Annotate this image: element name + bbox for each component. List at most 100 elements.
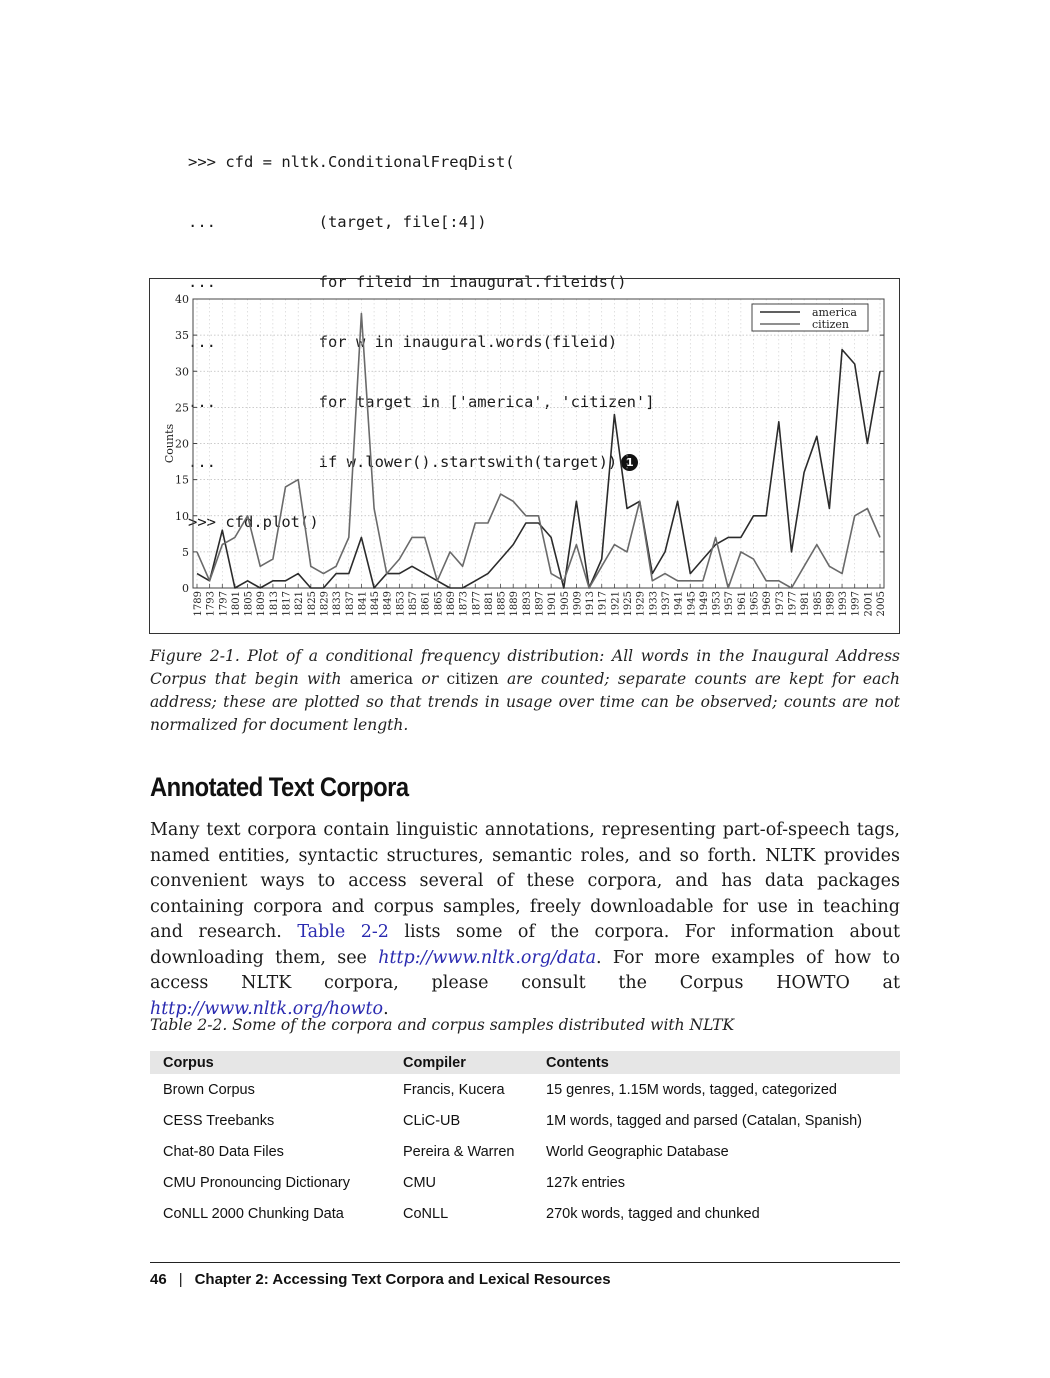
table-row: Chat-80 Data Files Pereira & Warren Worl…: [150, 1136, 900, 1167]
code-line: >>> cfd = nltk.ConditionalFreqDist(: [188, 153, 515, 171]
paragraph-text: lists some of the corpora. For informati…: [150, 922, 900, 968]
y-tick-label: 30: [175, 365, 189, 378]
x-tick-label: 1869: [446, 591, 457, 616]
x-tick-label: 1957: [724, 591, 735, 616]
x-tick-label: 2001: [863, 591, 874, 616]
cell-corpus: CESS Treebanks: [163, 1112, 275, 1129]
x-tick-label: 1801: [231, 591, 242, 616]
x-tick-label: 1817: [282, 591, 293, 616]
x-tick-label: 1805: [244, 591, 255, 616]
table-header-row: Corpus Compiler Contents: [150, 1051, 900, 1074]
cell-compiler: Pereira & Warren: [403, 1143, 515, 1160]
legend-box: [751, 303, 869, 332]
x-tick-label: 1993: [838, 591, 849, 616]
cell-compiler: CoNLL: [403, 1205, 449, 1222]
x-tick-label: 1965: [750, 591, 761, 616]
x-tick-label: 1933: [648, 591, 659, 616]
x-tick-label: 1873: [459, 591, 470, 616]
chapter-title: Chapter 2: Accessing Text Corpora and Le…: [194, 1271, 611, 1288]
body-paragraph: Many text corpora contain linguistic ann…: [150, 818, 900, 1022]
x-tick-label: 1945: [686, 591, 697, 616]
x-tick-label: 1969: [762, 591, 773, 616]
cell-corpus: CoNLL 2000 Chunking Data: [163, 1205, 344, 1222]
y-tick-label: 0: [182, 582, 189, 595]
section-heading: Annotated Text Corpora: [150, 772, 409, 802]
legend-label-america: america: [812, 306, 857, 319]
x-tick-label: 1901: [547, 591, 558, 616]
cell-compiler: Francis, Kucera: [403, 1081, 505, 1098]
line-chart: 0 5 10 15 20 25 30 35 40 1789 1793 1797 1801 1805 1809…: [163, 293, 887, 616]
x-tick-label: 1853: [395, 591, 406, 616]
x-tick-label: 1961: [737, 591, 748, 616]
y-tick-label: 20: [175, 438, 189, 451]
y-tick-label: 25: [175, 401, 189, 414]
x-tick-label: 1813: [269, 591, 280, 616]
x-tick-label: 1849: [383, 591, 394, 616]
column-header-corpus: Corpus: [150, 1051, 390, 1074]
cell-contents: World Geographic Database: [546, 1143, 729, 1160]
x-tick-label: 1913: [585, 591, 596, 616]
x-tick-label: 1973: [775, 591, 786, 616]
x-tick-label: 1885: [497, 591, 508, 616]
x-tick-label: 1921: [610, 591, 621, 616]
x-tick-label: 1949: [699, 591, 710, 616]
footer-rule: [150, 1262, 900, 1263]
y-axis-label: Counts: [163, 424, 176, 464]
nltk-howto-link[interactable]: http://www.nltk.org/howto: [150, 998, 384, 1019]
paragraph-text: .: [383, 998, 389, 1019]
x-tick-label: 1889: [509, 591, 520, 616]
x-tick-label: 1865: [433, 591, 444, 616]
table-row: CESS Treebanks CLiC-UB 1M words, tagged …: [150, 1105, 900, 1136]
x-tick-label: 1833: [332, 591, 343, 616]
x-tick-label: 1857: [408, 591, 419, 616]
column-header-contents: Contents: [533, 1051, 900, 1074]
x-tick-label: 1861: [421, 591, 432, 616]
x-tick-label: 2005: [876, 591, 887, 616]
series-line-america: [196, 348, 881, 589]
nltk-data-link[interactable]: http://www.nltk.org/data: [378, 947, 597, 968]
footer-separator: |: [178, 1271, 183, 1288]
corpora-table: Corpus Compiler Contents Brown Corpus Fr…: [150, 1051, 900, 1229]
y-tick-label: 40: [175, 293, 189, 306]
figure-frame: 0 5 10 15 20 25 30 35 40 1789 1793 1797 1801 1805 1809…: [149, 278, 900, 634]
x-tick-label: 1989: [825, 591, 836, 616]
x-tick-label: 1953: [712, 591, 723, 616]
caption-text: or: [413, 670, 447, 688]
series-line-citizen: [196, 312, 881, 589]
x-tick-label: 1829: [319, 591, 330, 616]
cell-contents: 127k entries: [546, 1174, 625, 1191]
table-row: CMU Pronouncing Dictionary CMU 127k entr…: [150, 1167, 900, 1198]
code-line-text: ... if w.lower().startswith(target)): [188, 453, 618, 471]
cell-contents: 270k words, tagged and chunked: [546, 1205, 760, 1222]
x-tick-label: 1809: [256, 591, 267, 616]
cell-contents: 15 genres, 1.15M words, tagged, categori…: [546, 1081, 837, 1098]
code-line: ... (target, file[:4]): [188, 213, 487, 231]
x-tick-label: 1977: [787, 591, 798, 616]
cell-corpus: Brown Corpus: [163, 1081, 255, 1098]
cell-compiler: CLiC-UB: [403, 1112, 461, 1129]
cell-corpus: Chat-80 Data Files: [163, 1143, 284, 1160]
page-footer: 46 | Chapter 2: Accessing Text Corpora and…: [150, 1271, 611, 1288]
x-tick-label: 1997: [851, 591, 862, 616]
x-tick-label: 1929: [636, 591, 647, 616]
x-tick-label: 1793: [206, 591, 217, 616]
column-header-compiler: Compiler: [390, 1051, 533, 1074]
cell-compiler: CMU: [403, 1174, 437, 1191]
legend-label-citizen: citizen: [812, 318, 849, 331]
x-tick-label: 1917: [598, 591, 609, 616]
x-tick-label: 1837: [345, 591, 356, 616]
code-line: ... for target in ['america', 'citizen']: [188, 393, 655, 411]
page-number: 46: [150, 1271, 167, 1288]
x-tick-label: 1789: [193, 591, 204, 616]
y-tick-label: 5: [182, 546, 189, 559]
x-tick-label: 1881: [484, 591, 495, 616]
x-tick-label: 1877: [471, 591, 482, 616]
code-line: ... for fileid in inaugural.fileids(): [188, 273, 627, 291]
caption-text: Figure 2-1. Plot of a conditional freque…: [150, 647, 900, 688]
x-tick-label: 1845: [370, 591, 381, 616]
figure-caption: Figure 2-1. Plot of a conditional freque…: [150, 645, 900, 737]
x-tick-label: 1985: [813, 591, 824, 616]
table-reference-link[interactable]: Table 2-2: [297, 922, 389, 942]
cell-corpus: CMU Pronouncing Dictionary: [163, 1174, 350, 1191]
x-tick-label: 1905: [560, 591, 571, 616]
